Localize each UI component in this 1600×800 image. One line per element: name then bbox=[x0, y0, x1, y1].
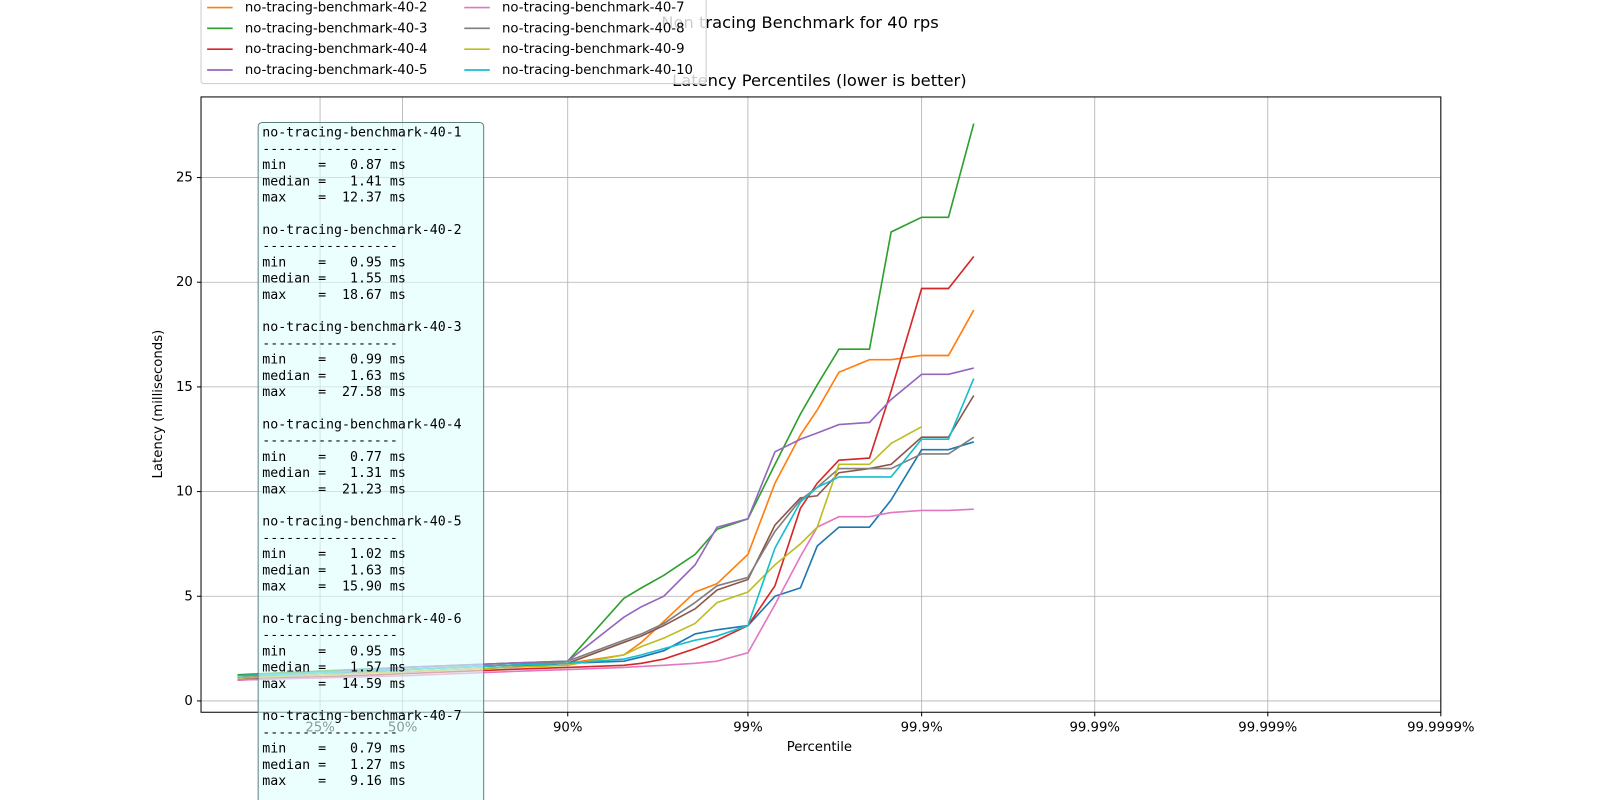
x-tick-label: 99.999% bbox=[1238, 721, 1297, 736]
legend-label: no-tracing-benchmark-40-3 bbox=[245, 21, 428, 36]
legend-label: no-tracing-benchmark-40-2 bbox=[245, 1, 428, 16]
stats-line: max = 9.16 ms bbox=[262, 774, 406, 789]
stats-box-background bbox=[257, 121, 485, 800]
x-tick-label: 99.9% bbox=[901, 721, 943, 736]
stats-line: max = 14.59 ms bbox=[262, 677, 406, 692]
stats-line: min = 0.99 ms bbox=[262, 353, 406, 368]
y-axis-label: Latency (milliseconds) bbox=[151, 330, 166, 479]
legend-label: no-tracing-benchmark-40-4 bbox=[245, 42, 428, 57]
stats-series-name: no-tracing-benchmark-40-7 bbox=[262, 709, 461, 724]
stats-series-name: no-tracing-benchmark-40-3 bbox=[262, 320, 461, 335]
stats-box: no-tracing-benchmark-40-1---------------… bbox=[257, 121, 485, 800]
series-line bbox=[237, 378, 975, 677]
stats-series-name: no-tracing-benchmark-40-2 bbox=[262, 223, 461, 238]
x-tick-label: 99.99% bbox=[1069, 721, 1120, 736]
stats-line: min = 0.87 ms bbox=[262, 158, 406, 173]
axes-frame bbox=[200, 96, 1442, 713]
y-tick-label: 0 bbox=[184, 694, 192, 709]
stats-line: median = 1.55 ms bbox=[262, 272, 406, 287]
stats-separator: ----------------- bbox=[262, 239, 398, 254]
stats-series-name: no-tracing-benchmark-40-1 bbox=[262, 126, 461, 141]
stats-line: min = 0.95 ms bbox=[262, 255, 406, 270]
stats-line: min = 0.79 ms bbox=[262, 742, 406, 757]
legend-label: no-tracing-benchmark-40-10 bbox=[502, 63, 693, 78]
legend-label: no-tracing-benchmark-40-8 bbox=[502, 21, 684, 36]
stats-series-name: no-tracing-benchmark-40-4 bbox=[262, 417, 461, 432]
legend-label: no-tracing-benchmark-40-9 bbox=[502, 42, 684, 57]
series-line bbox=[237, 425, 923, 679]
stats-separator: ----------------- bbox=[262, 336, 398, 351]
legend-label: no-tracing-benchmark-40-5 bbox=[245, 63, 428, 78]
stats-separator: ----------------- bbox=[262, 531, 398, 546]
stats-line: median = 1.41 ms bbox=[262, 174, 406, 189]
stats-line: median = 1.63 ms bbox=[262, 369, 406, 384]
stats-line: min = 0.95 ms bbox=[262, 644, 406, 659]
stats-line: max = 18.67 ms bbox=[262, 288, 406, 303]
legend: no-tracing-benchmark-40-1no-tracing-benc… bbox=[200, 0, 707, 85]
stats-line: min = 0.77 ms bbox=[262, 450, 406, 465]
x-tick-label: 99.9999% bbox=[1407, 721, 1474, 736]
suptitle: Non tracing Benchmark for 40 rps bbox=[661, 13, 938, 32]
x-tick-label: 90% bbox=[553, 721, 582, 736]
stats-separator: ----------------- bbox=[262, 142, 398, 157]
stats-line: median = 1.57 ms bbox=[262, 661, 406, 676]
stats-series-name: no-tracing-benchmark-40-5 bbox=[262, 515, 461, 530]
stats-line: max = 27.58 ms bbox=[262, 385, 406, 400]
stats-series-name: no-tracing-benchmark-40-6 bbox=[262, 612, 461, 627]
y-tick-label: 20 bbox=[176, 275, 193, 290]
y-tick-label: 15 bbox=[176, 380, 193, 395]
stats-line: max = 15.90 ms bbox=[262, 580, 406, 595]
stats-line: max = 12.37 ms bbox=[262, 191, 406, 206]
stats-separator: ----------------- bbox=[262, 434, 398, 449]
legend-box bbox=[200, 0, 707, 85]
stats-line: median = 1.63 ms bbox=[262, 563, 406, 578]
plot-lines bbox=[237, 123, 975, 681]
stats-line: max = 21.23 ms bbox=[262, 482, 406, 497]
stats-line: min = 1.02 ms bbox=[262, 547, 406, 562]
stats-separator: ----------------- bbox=[262, 628, 398, 643]
x-tick-label: 99% bbox=[733, 721, 762, 736]
legend-label: no-tracing-benchmark-40-7 bbox=[502, 1, 684, 16]
x-axis-label: Percentile bbox=[787, 740, 852, 755]
series-line bbox=[237, 508, 974, 681]
chart-title: Latency Percentiles (lower is better) bbox=[672, 71, 966, 90]
stats-separator: ----------------- bbox=[262, 725, 398, 740]
stats-line: median = 1.31 ms bbox=[262, 466, 406, 481]
y-tick-label: 10 bbox=[176, 485, 193, 500]
y-tick-label: 5 bbox=[184, 589, 192, 604]
series-line bbox=[237, 436, 975, 677]
stats-line: median = 1.27 ms bbox=[262, 758, 406, 773]
y-tick-label: 25 bbox=[176, 171, 193, 186]
